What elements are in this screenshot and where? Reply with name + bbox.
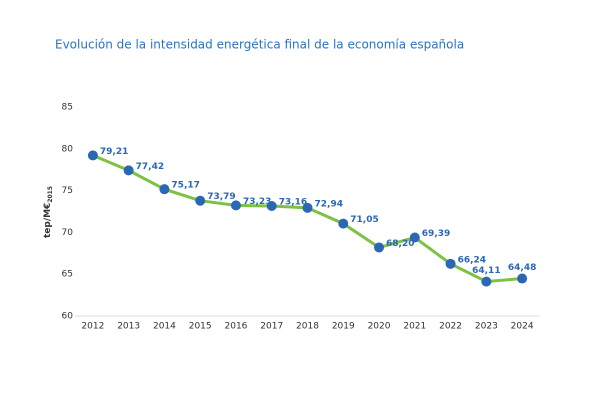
- marker: [266, 200, 277, 211]
- x-tick-label: 2014: [153, 322, 176, 332]
- marker: [445, 258, 456, 269]
- marker: [481, 276, 492, 287]
- x-tick-label: 2019: [332, 322, 355, 332]
- marker: [123, 165, 134, 176]
- y-tick-label: 75: [62, 186, 73, 196]
- x-tick-label: 2024: [511, 322, 534, 332]
- x-tick-label: 2022: [439, 322, 462, 332]
- x-tick-label: 2013: [117, 322, 140, 332]
- value-label: 64,11: [472, 266, 500, 276]
- value-label: 73,79: [207, 192, 235, 202]
- marker: [409, 232, 420, 243]
- value-label: 68,20: [386, 239, 414, 249]
- y-tick-label: 60: [62, 312, 74, 322]
- marker: [338, 218, 349, 229]
- x-tick-label: 2017: [260, 322, 283, 332]
- value-label: 66,24: [458, 255, 486, 265]
- marker: [87, 150, 98, 161]
- x-tick-label: 2015: [189, 322, 212, 332]
- x-tick-label: 2018: [296, 322, 319, 332]
- marker: [159, 184, 170, 195]
- value-label: 69,39: [422, 229, 450, 239]
- y-tick-label: 65: [62, 270, 73, 280]
- marker: [374, 242, 385, 253]
- x-tick-label: 2021: [403, 322, 426, 332]
- marker: [195, 195, 206, 206]
- y-tick-label: 85: [62, 103, 73, 113]
- marker: [517, 273, 528, 284]
- y-axis-label: tep/M€2015: [43, 186, 54, 238]
- y-axis-label-sub: 2015: [47, 186, 54, 203]
- value-label: 71,05: [350, 215, 378, 225]
- x-tick-label: 2012: [81, 322, 104, 332]
- value-label: 75,17: [171, 181, 199, 191]
- value-label: 77,42: [136, 162, 164, 172]
- value-label: 73,23: [243, 197, 271, 207]
- x-tick-label: 2016: [225, 322, 248, 332]
- value-label: 64,48: [508, 263, 536, 273]
- value-label: 72,94: [315, 199, 343, 209]
- y-axis-label-main: tep/M€: [43, 203, 53, 238]
- value-label: 73,16: [279, 197, 307, 207]
- marker: [230, 200, 241, 211]
- value-label: 79,21: [100, 147, 128, 157]
- y-tick-label: 70: [62, 228, 74, 238]
- y-tick-label: 80: [62, 144, 74, 154]
- marker: [302, 202, 313, 213]
- x-tick-label: 2020: [368, 322, 391, 332]
- x-tick-label: 2023: [475, 322, 498, 332]
- chart-title: Evolución de la intensidad energética fi…: [55, 38, 464, 52]
